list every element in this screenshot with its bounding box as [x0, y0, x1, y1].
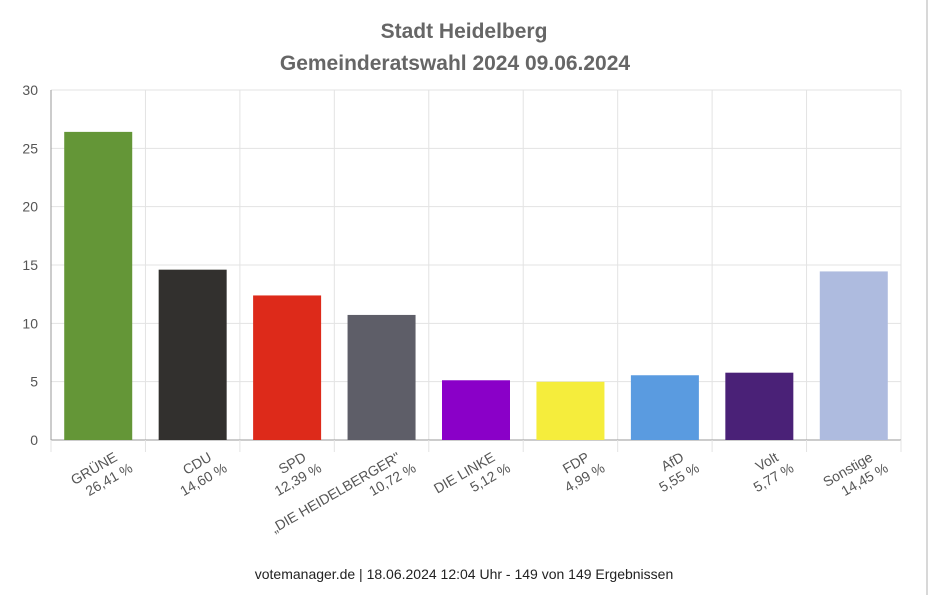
bar-chart: Stadt Heidelberg Gemeinderatswahl 2024 0… [22, 20, 902, 536]
bar [158, 269, 227, 440]
bar [253, 295, 322, 440]
bar [536, 381, 605, 440]
y-tick-label: 25 [22, 140, 38, 156]
bars [64, 131, 888, 440]
y-tick-label: 0 [30, 432, 38, 448]
y-tick-label: 30 [22, 82, 38, 98]
y-tick-label: 15 [22, 257, 38, 273]
chart-subtitle: Gemeinderatswahl 2024 09.06.2024 [280, 52, 631, 75]
bar [347, 314, 416, 440]
bar [630, 375, 699, 440]
bar [725, 372, 794, 440]
bar [442, 380, 510, 440]
y-axis-ticks: 0 5 10 15 20 25 30 [22, 82, 38, 448]
bar [64, 131, 133, 440]
y-tick-label: 5 [30, 374, 38, 390]
window-right-border [926, 0, 928, 595]
chart-title: Stadt Heidelberg [381, 20, 548, 43]
footer-source: votemanager.de | 18.06.2024 12:04 Uhr - … [254, 566, 674, 582]
y-tick-label: 20 [22, 199, 38, 215]
y-tick-label: 10 [22, 315, 38, 331]
bar [819, 271, 888, 440]
